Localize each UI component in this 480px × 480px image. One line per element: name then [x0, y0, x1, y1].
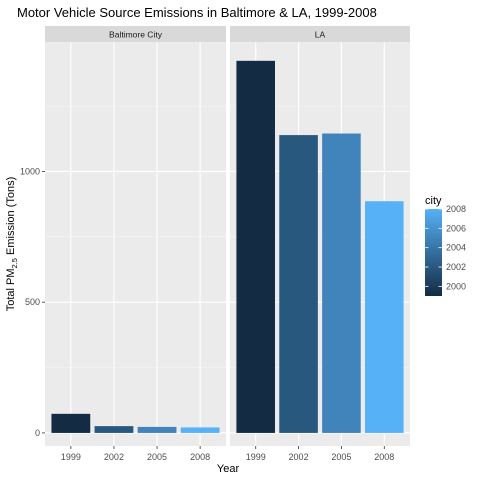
bar-baltimore-2008	[180, 427, 220, 433]
x-tick-label: 2005	[331, 452, 351, 462]
strip-la	[230, 26, 410, 42]
strip-label-baltimore: Baltimore City	[109, 30, 163, 40]
x-tick-label: 1999	[246, 452, 266, 462]
strip-baltimore	[45, 26, 226, 42]
legend-tick-label: 2008	[446, 204, 466, 214]
strip-label-la: LA	[315, 30, 326, 40]
x-tick-label: 2002	[289, 452, 309, 462]
panel-baltimore	[45, 42, 226, 446]
legend-tick-label: 2006	[446, 223, 466, 233]
x-axis-title: Year	[217, 463, 240, 475]
x-tick-label: 2008	[374, 452, 394, 462]
x-tick-label: 1999	[61, 452, 81, 462]
y-tick-label: 500	[25, 297, 40, 307]
y-tick-label: 0	[35, 428, 40, 438]
bar-la-2005	[322, 133, 361, 433]
y-axis-title: Total PM2.5 Emission (Tons)	[5, 177, 19, 312]
bar-baltimore-1999	[51, 413, 91, 433]
bar-baltimore-2002	[94, 426, 134, 433]
legend-title: city	[425, 195, 442, 207]
y-axis-title-suffix: Emission (Tons)	[5, 177, 17, 258]
chart-title: Motor Vehicle Source Emissions in Baltim…	[17, 5, 377, 20]
y-axis-title-prefix: Total PM	[5, 268, 17, 311]
bar-la-1999	[236, 60, 275, 433]
bars-la	[236, 60, 404, 433]
x-tick-label: 2008	[190, 452, 210, 462]
y-tick-label: 1000	[20, 166, 40, 176]
x-axis: 1999 2002 2005 2008 1999 2002 2005 2008	[61, 446, 394, 462]
legend-tick-label: 2002	[446, 262, 466, 272]
bar-baltimore-2005	[137, 426, 177, 433]
bar-la-2002	[279, 135, 318, 433]
x-tick-label: 2002	[104, 452, 124, 462]
legend: city 2008 2006 2004 2002 2000	[425, 195, 466, 296]
bar-la-2008	[365, 201, 404, 433]
y-axis: 0 500 1000	[20, 166, 45, 438]
bars-baltimore	[51, 413, 220, 433]
y-axis-title-subscript: 2.5	[10, 258, 19, 268]
legend-ticks: 2008 2006 2004 2002 2000	[425, 204, 466, 291]
legend-tick-label: 2000	[446, 281, 466, 291]
x-tick-label: 2005	[147, 452, 167, 462]
legend-colorbar	[425, 209, 442, 296]
legend-tick-label: 2004	[446, 243, 466, 253]
